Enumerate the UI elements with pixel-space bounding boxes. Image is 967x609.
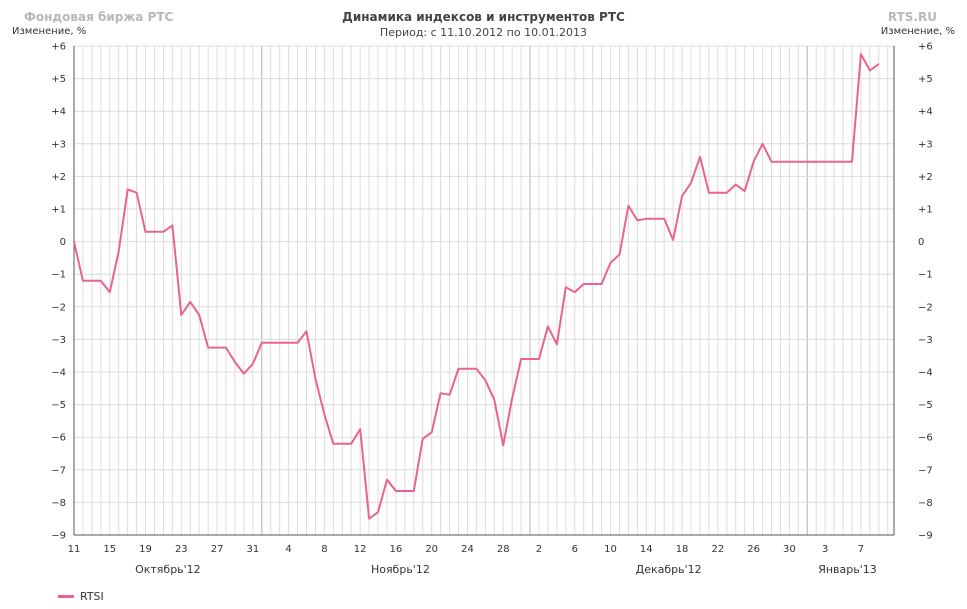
x-tick-label: 28 <box>497 544 510 555</box>
brand-title: Фондовая биржа РТС <box>24 10 174 24</box>
site-link[interactable]: RTS.RU <box>887 10 937 24</box>
legend: RTSI <box>58 590 104 603</box>
y-tick-label-left: 0 <box>60 237 66 248</box>
y-tick-label-right: −1 <box>918 270 933 281</box>
y-tick-label-left: +2 <box>51 172 66 183</box>
x-tick-label: 22 <box>711 544 724 555</box>
x-tick-label: 6 <box>572 544 578 555</box>
legend-label: RTSI <box>80 590 104 603</box>
y-tick-label-right: +4 <box>918 107 933 118</box>
y-tick-label-left: −3 <box>51 335 66 346</box>
x-tick-label: 4 <box>285 544 291 555</box>
x-tick-label: 15 <box>103 544 116 555</box>
legend-swatch <box>58 595 74 598</box>
x-tick-label: 14 <box>640 544 653 555</box>
x-tick-label: 31 <box>246 544 259 555</box>
x-tick-label: 10 <box>604 544 617 555</box>
y-tick-label-right: 0 <box>918 237 924 248</box>
y-tick-label-left: −1 <box>51 270 66 281</box>
y-tick-label-left: −8 <box>51 498 66 509</box>
month-label: Январь'13 <box>818 563 877 576</box>
x-tick-label: 2 <box>536 544 542 555</box>
x-tick-label: 11 <box>68 544 81 555</box>
month-label: Декабрь'12 <box>636 563 702 576</box>
y-tick-label-left: −6 <box>51 433 66 444</box>
month-label: Октябрь'12 <box>135 563 201 576</box>
y-tick-label-right: −7 <box>918 465 933 476</box>
x-tick-label: 12 <box>354 544 367 555</box>
y-axis-label-left: Изменение, % <box>12 26 87 37</box>
y-tick-label-right: +5 <box>918 74 933 85</box>
chart-period: Период: с 11.10.2012 по 10.01.2013 <box>379 26 588 39</box>
y-tick-label-left: +5 <box>51 74 66 85</box>
y-tick-label-left: +1 <box>51 205 66 216</box>
x-tick-label: 7 <box>858 544 864 555</box>
y-tick-label-left: +6 <box>51 42 66 53</box>
y-tick-label-left: −5 <box>51 400 66 411</box>
x-tick-label: 24 <box>461 544 474 555</box>
y-tick-label-right: +2 <box>918 172 933 183</box>
y-tick-label-left: −2 <box>51 302 66 313</box>
x-tick-label: 20 <box>425 544 438 555</box>
y-tick-label-right: −2 <box>918 302 933 313</box>
month-label: Ноябрь'12 <box>371 563 430 576</box>
y-axis-label-right: Изменение, % <box>880 26 955 37</box>
y-tick-label-left: −9 <box>51 531 66 542</box>
y-tick-label-right: +3 <box>918 139 933 150</box>
y-tick-label-right: −6 <box>918 433 933 444</box>
x-tick-label: 18 <box>676 544 689 555</box>
y-tick-label-right: +1 <box>918 205 933 216</box>
chart-title: Динамика индексов и инструментов РТС <box>342 10 625 24</box>
y-tick-label-right: −8 <box>918 498 933 509</box>
y-tick-label-left: −4 <box>51 368 66 379</box>
x-tick-label: 19 <box>139 544 152 555</box>
y-tick-label-left: +4 <box>51 107 66 118</box>
x-tick-label: 26 <box>747 544 760 555</box>
series-line-rtsi <box>73 53 880 520</box>
x-tick-label: 27 <box>211 544 224 555</box>
y-tick-label-right: +6 <box>918 42 933 53</box>
y-tick-label-left: −7 <box>51 465 66 476</box>
y-tick-label-right: −3 <box>918 335 933 346</box>
x-tick-label: 30 <box>783 544 796 555</box>
x-tick-label: 23 <box>175 544 188 555</box>
x-tick-label: 16 <box>390 544 403 555</box>
y-tick-label-right: −5 <box>918 400 933 411</box>
x-tick-label: 8 <box>321 544 327 555</box>
x-tick-label: 3 <box>822 544 828 555</box>
y-tick-label-left: +3 <box>51 139 66 150</box>
y-tick-label-right: −4 <box>918 368 933 379</box>
y-tick-label-right: −9 <box>918 531 933 542</box>
